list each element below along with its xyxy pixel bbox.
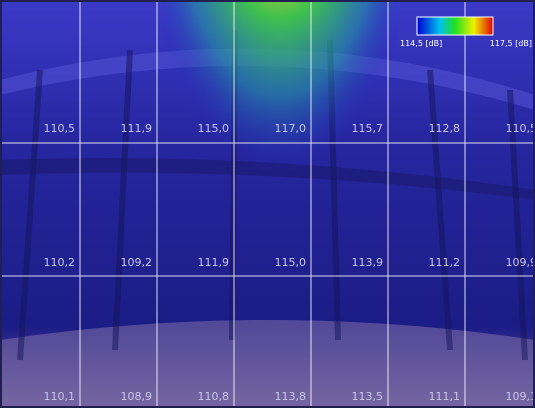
level-value: 110,5 [44, 122, 76, 135]
level-value: 113,5 [352, 390, 384, 403]
level-value: 112,8 [429, 122, 461, 135]
level-value: 115,0 [275, 256, 307, 269]
level-value: 111,9 [121, 122, 153, 135]
colorbar [417, 17, 493, 35]
level-value: 110,5 [506, 122, 535, 135]
level-value: 110,1 [44, 390, 76, 403]
level-value: 117,0 [275, 122, 307, 135]
level-value: 113,9 [352, 256, 384, 269]
level-value: 111,1 [429, 390, 461, 403]
level-value: 115,7 [352, 122, 384, 135]
level-value: 111,2 [429, 256, 461, 269]
level-value: 109,9 [506, 256, 535, 269]
level-value: 108,9 [121, 390, 153, 403]
level-value: 110,2 [44, 256, 76, 269]
level-value: 115,0 [198, 122, 230, 135]
colorbar-min-label: 114,5 [dB] [400, 39, 442, 48]
sound-map: 114,5 [dB] 117,5 [dB] 110,5 111,9 115,0 117… [0, 0, 535, 408]
level-value: 111,9 [198, 256, 230, 269]
level-value: 110,8 [198, 390, 230, 403]
colorbar-max-label: 117,5 [dB] [490, 39, 532, 48]
level-value: 109,1 [506, 390, 535, 403]
level-value: 109,2 [121, 256, 153, 269]
level-value: 113,8 [275, 390, 307, 403]
